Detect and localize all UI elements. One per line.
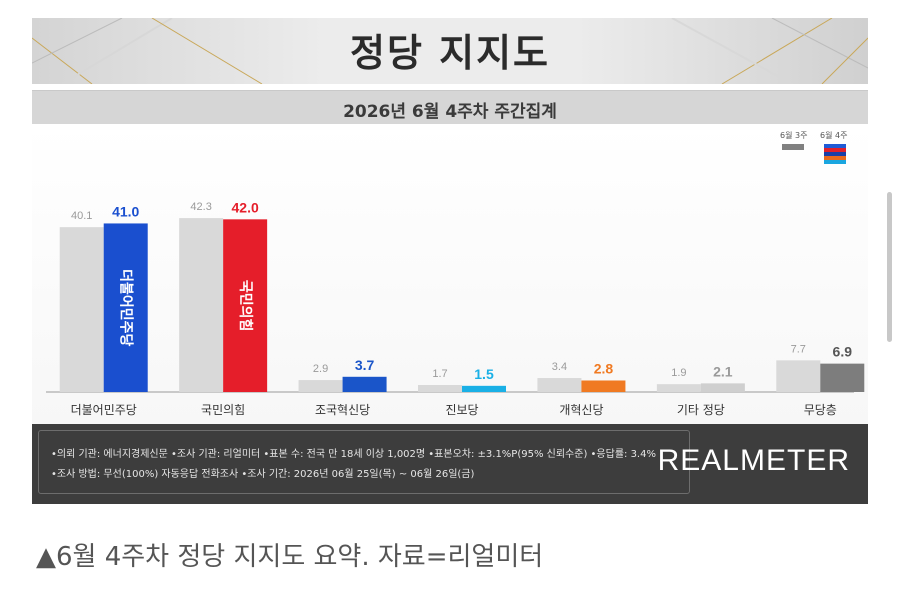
data-label-previous: 7.7 xyxy=(791,343,806,355)
legend-current-swatch-stripe xyxy=(824,160,846,164)
category-label: 무당층 xyxy=(804,403,837,417)
data-label-previous: 2.9 xyxy=(313,363,328,375)
realmeter-logo: REALMETER xyxy=(657,444,850,477)
legend-current-swatch-stripe xyxy=(824,152,846,156)
data-label-current: 3.7 xyxy=(355,357,375,373)
plot-area: 40.1 41.0 더불어민주당 42.3 42.0 국민의힘 2.9 3.7 조국혁신당 1.7… xyxy=(32,124,868,424)
bar-previous xyxy=(298,380,343,392)
subtitle-bar: 2026년 6월 4주차 주간집계 xyxy=(32,90,868,125)
data-label-current: 1.5 xyxy=(474,366,494,382)
bar-current xyxy=(700,383,745,392)
survey-info-line-1: •의뢰 기관: 에너지경제신문 •조사 기관: 리얼미터 •표본 수: 전국 만… xyxy=(51,449,656,460)
legend-current-swatch-stripe xyxy=(824,156,846,160)
bar-previous xyxy=(537,378,582,392)
banner-decoration xyxy=(32,18,868,84)
bar-previous xyxy=(418,385,462,392)
data-label-previous: 3.4 xyxy=(552,361,567,373)
category-label: 조국혁신당 xyxy=(315,403,370,417)
footer: •의뢰 기관: 에너지경제신문 •조사 기관: 리얼미터 •표본 수: 전국 만… xyxy=(32,424,868,504)
bar-current xyxy=(103,223,148,392)
bar-current xyxy=(462,385,506,392)
survey-info-line-2: •조사 방법: 무선(100%) 자동응답 전화조사 •조사 기간: 2026년… xyxy=(51,469,475,480)
data-label-current: 6.9 xyxy=(833,344,853,360)
bar-current xyxy=(342,376,387,392)
bar-inner-party-label: 국민의힘 xyxy=(237,280,254,332)
category-label: 더불어민주당 xyxy=(71,403,137,417)
category-label: 진보당 xyxy=(445,403,478,417)
title-banner: 정당 지지도 xyxy=(32,18,868,84)
bar-inner-party-label: 더불어민주당 xyxy=(118,269,135,346)
bar-current xyxy=(581,380,626,392)
legend-current-swatch-stripe xyxy=(824,148,846,152)
data-label-current: 41.0 xyxy=(112,203,139,219)
image-caption: ▲6월 4주차 정당 지지도 요약. 자료=리얼미터 xyxy=(36,542,544,572)
category-label: 기타 정당 xyxy=(677,403,725,417)
data-label-previous: 1.7 xyxy=(432,368,447,380)
data-label-previous: 42.3 xyxy=(190,201,211,213)
bar-previous xyxy=(179,218,224,392)
legend-current-swatch xyxy=(824,144,846,164)
scrollbar[interactable] xyxy=(887,192,892,342)
data-label-current: 2.1 xyxy=(713,363,733,379)
legend-previous-swatch xyxy=(782,144,804,150)
bar-chart: 40.1 41.0 더불어민주당 42.3 42.0 국민의힘 2.9 3.7 조국혁신당 1.7… xyxy=(46,199,865,417)
poll-infographic: 정당 지지도 2026년 6월 4주차 주간집계 40.1 41.0 더불어민주당 4… xyxy=(32,18,868,504)
legend-current-label: 6월 4주 xyxy=(820,131,848,140)
category-label: 국민의힘 xyxy=(201,403,245,417)
data-label-previous: 1.9 xyxy=(671,367,686,379)
bar-previous xyxy=(656,384,701,392)
legend-previous-label: 6월 3주 xyxy=(780,131,808,140)
bar-current xyxy=(223,219,268,392)
category-label: 개혁신당 xyxy=(559,403,603,417)
data-label-current: 42.0 xyxy=(232,199,259,215)
bar-previous xyxy=(59,227,104,392)
survey-info-box: •의뢰 기관: 에너지경제신문 •조사 기관: 리얼미터 •표본 수: 전국 만… xyxy=(38,430,690,494)
data-label-current: 2.8 xyxy=(594,360,614,376)
bar-previous xyxy=(776,360,821,392)
data-label-previous: 40.1 xyxy=(71,210,92,222)
bar-current xyxy=(820,363,865,392)
legend-current-swatch-stripe xyxy=(824,144,846,148)
chart-subtitle: 2026년 6월 4주차 주간집계 xyxy=(343,102,557,122)
chart-title: 정당 지지도 xyxy=(349,31,551,75)
